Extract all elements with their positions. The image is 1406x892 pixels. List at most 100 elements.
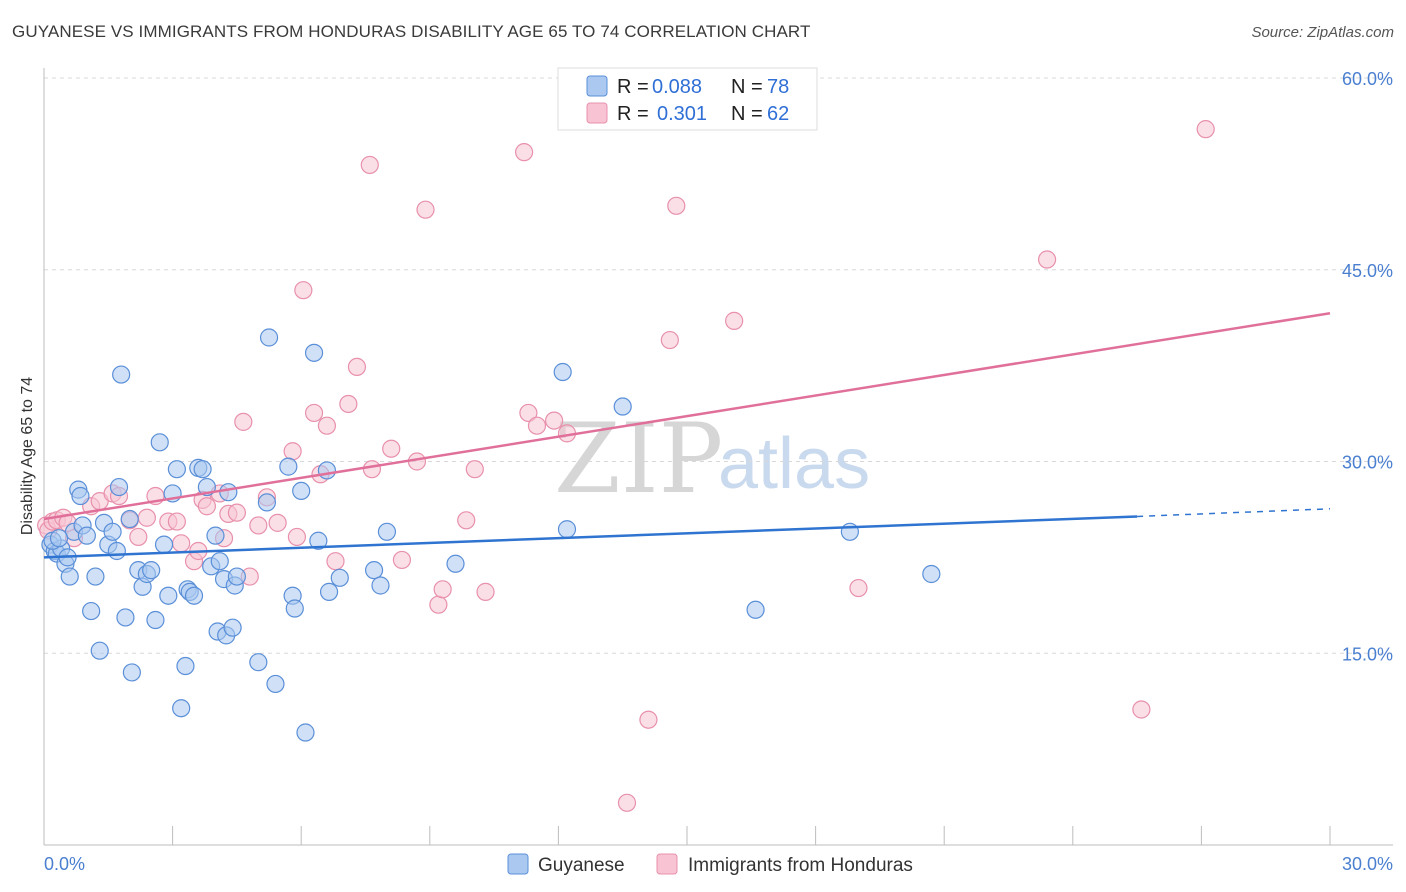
chart-source: Source: ZipAtlas.com: [1251, 24, 1394, 41]
honduras-point-42: [382, 439, 401, 458]
bottom-legend-honduras: Immigrants from Honduras: [688, 855, 913, 876]
guyanese-point-20: [112, 365, 131, 384]
guyanese-point-11: [77, 526, 96, 545]
guyanese-point-21: [116, 608, 135, 627]
legend: R = 0.088 N = 78 R = 0.301 N = 62: [557, 67, 818, 131]
guyanese-point-45: [210, 552, 229, 571]
y-tick-label-30: 30.0%: [1342, 453, 1393, 473]
honduras-point-25: [227, 503, 246, 522]
bottom-legend: Guyanese Immigrants from Honduras: [507, 853, 913, 876]
guyanese-point-35: [176, 656, 195, 676]
guyanese-point-72: [613, 397, 632, 416]
guyanese-trend-line: [43, 515, 1138, 559]
honduras-point-17: [172, 534, 191, 553]
honduras-point-34: [304, 403, 324, 423]
trend-lines: [43, 311, 1331, 559]
grid-lines: [44, 77, 1393, 654]
guyanese-trend-extension: [1137, 508, 1331, 518]
honduras-point-45: [416, 200, 435, 219]
honduras-point-53: [527, 416, 547, 435]
honduras-point-16: [167, 512, 186, 531]
legend-n-label-1: N =: [731, 76, 763, 98]
guyanese-point-30: [154, 535, 174, 554]
legend-r-value-2: 0.301: [657, 103, 707, 125]
guyanese-point-66: [364, 561, 384, 580]
guyanese-point-43: [206, 526, 225, 545]
honduras-point-39: [347, 357, 367, 377]
honduras-point-64: [1196, 120, 1215, 139]
guyanese-point-67: [371, 576, 390, 595]
guyanese-point-13: [86, 567, 105, 586]
honduras-point-36: [317, 416, 337, 435]
guyanese-point-49: [223, 618, 242, 637]
honduras-point-40: [360, 155, 379, 175]
x-tick-label-min: 0.0%: [44, 854, 85, 874]
x-ticks: [43, 826, 1331, 845]
honduras-point-49: [465, 460, 484, 479]
legend-r-label-2: R =: [617, 103, 649, 125]
legend-n-value-2: 62: [767, 103, 789, 125]
legend-n-value-1: 78: [767, 76, 789, 98]
honduras-point-30: [268, 513, 287, 532]
watermark-zip: ZIP: [554, 403, 723, 515]
legend-r-label-1: R =: [617, 76, 649, 98]
guyanese-point-65: [330, 568, 349, 587]
honduras-point-38: [339, 394, 358, 414]
axes: [43, 68, 1393, 846]
honduras-point-62: [1037, 250, 1057, 269]
honduras-point-46: [429, 595, 448, 614]
guyanese-point-77: [49, 529, 69, 548]
bottom-legend-swatch-honduras: [656, 853, 678, 875]
guyanese-point-56: [279, 457, 298, 476]
honduras-point-57: [639, 710, 658, 729]
honduras-point-48: [457, 511, 476, 530]
guyanese-point-33: [167, 460, 186, 479]
honduras-point-52: [519, 403, 538, 423]
honduras-point-13: [137, 508, 156, 527]
guyanese-point-69: [446, 554, 465, 573]
guyanese-point-73: [746, 600, 765, 619]
guyanese-point-64: [319, 582, 339, 601]
guyanese-point-23: [122, 663, 141, 682]
legend-swatch-blue: [586, 75, 608, 97]
honduras-point-37: [326, 552, 345, 571]
y-tick-labels: 15.0% 30.0% 45.0% 60.0%: [1342, 69, 1393, 664]
honduras-point-41: [362, 460, 382, 479]
guyanese-point-9: [71, 486, 90, 506]
honduras-point-58: [660, 330, 679, 350]
honduras-point-21: [197, 497, 216, 516]
guyanese-point-38: [184, 586, 204, 605]
guyanese-point-61: [304, 343, 324, 362]
guyanese-point-55: [266, 674, 285, 694]
honduras-point-28: [249, 516, 268, 535]
guyanese-point-51: [227, 567, 246, 586]
honduras-point-12: [129, 527, 148, 547]
guyanese-point-48: [219, 483, 238, 502]
guyanese-point-68: [377, 522, 397, 541]
guyanese-point-17: [103, 522, 122, 541]
honduras-point-61: [849, 578, 868, 598]
guyanese-point-14: [90, 641, 109, 660]
guyanese-point-29: [150, 433, 169, 452]
guyanese-point-62: [309, 531, 328, 550]
guyanese-point-54: [259, 328, 279, 347]
guyanese-point-19: [109, 477, 129, 497]
honduras-point-32: [287, 527, 307, 547]
legend-n-label-2: N =: [731, 103, 763, 125]
honduras-point-33: [294, 281, 313, 300]
guyanese-point-75: [922, 564, 941, 584]
honduras-point-60: [725, 311, 744, 330]
guyanese-point-34: [172, 699, 191, 718]
honduras-trend-line: [43, 311, 1331, 521]
series-honduras-points: [37, 120, 1215, 812]
chart-title: GUYANESE VS IMMIGRANTS FROM HONDURAS DIS…: [12, 22, 811, 41]
bottom-legend-guyanese: Guyanese: [538, 855, 625, 876]
honduras-point-26: [234, 412, 253, 431]
guyanese-point-31: [159, 586, 178, 605]
honduras-point-56: [617, 793, 637, 812]
guyanese-point-58: [285, 599, 304, 618]
y-tick-label-45: 45.0%: [1342, 261, 1393, 281]
guyanese-point-40: [193, 460, 212, 479]
bottom-legend-swatch-guyanese: [507, 853, 529, 875]
watermark: ZIP atlas: [554, 403, 870, 515]
